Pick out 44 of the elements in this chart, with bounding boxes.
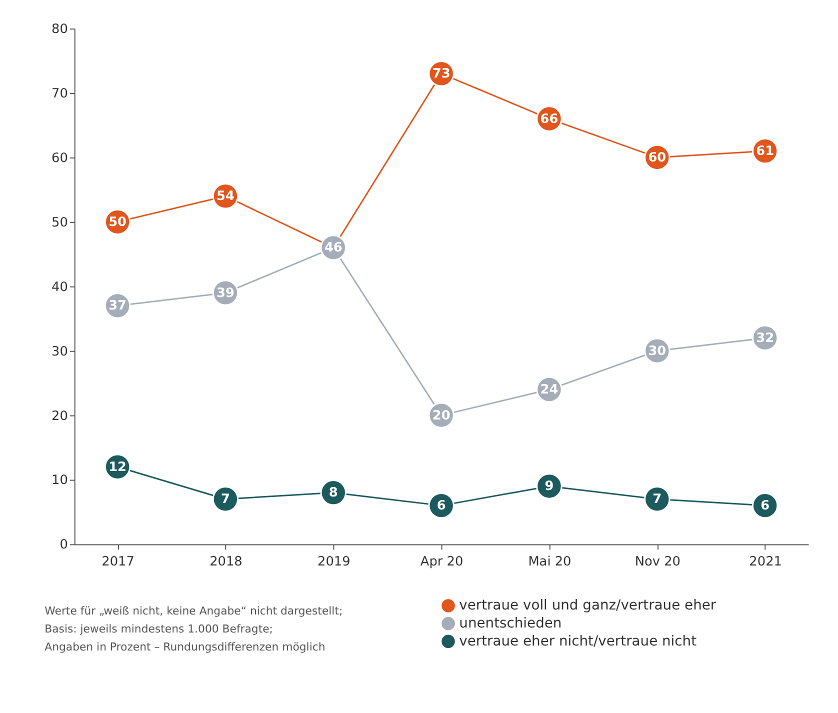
- data-label: 7: [220, 492, 230, 508]
- x-tick-label: 2017: [102, 554, 134, 570]
- y-tick-label: 50: [52, 215, 68, 230]
- data-label: 54: [216, 189, 234, 204]
- x-tick-label: Apr 20: [420, 554, 464, 570]
- data-label: 7: [652, 492, 662, 508]
- point: [644, 486, 670, 512]
- y-tick-label: 0: [60, 538, 68, 553]
- data-label: 60: [648, 150, 666, 166]
- y-tick-label: 80: [52, 22, 68, 37]
- x-tick-label: 2021: [749, 554, 782, 570]
- data-label: 37: [108, 298, 127, 314]
- y-tick-label: 40: [52, 280, 68, 295]
- y-tick-label: 20: [52, 408, 68, 424]
- x-tick-label: 2018: [210, 554, 242, 570]
- data-label: 73: [432, 66, 450, 82]
- legend-label: unentschieden: [459, 616, 562, 632]
- data-label: 24: [540, 382, 558, 398]
- legend-label: vertraue voll und ganz/vertraue eher: [459, 598, 716, 614]
- data-label: 32: [756, 330, 774, 346]
- data-label: 6: [760, 498, 770, 514]
- y-tick-label: 60: [52, 150, 68, 166]
- data-label: 12: [108, 460, 127, 475]
- data-label: 20: [432, 408, 450, 424]
- data-label: 9: [544, 479, 554, 494]
- data-label: 61: [756, 144, 774, 159]
- x-tick-label: Mai 20: [528, 554, 572, 570]
- legend-label: vertraue eher nicht/vertraue nicht: [459, 633, 698, 650]
- data-label: 46: [324, 240, 342, 256]
- y-tick-label: 10: [52, 473, 68, 488]
- x-tick-label: Nov 20: [634, 554, 680, 570]
- text: Basis: jeweils mindestens 1.000 Befragte;: [44, 622, 273, 636]
- data-label: 6: [436, 498, 446, 514]
- text: Werte für „weiß nicht, keine Angabe“ nicht dargestellt;: [44, 604, 343, 618]
- data-label: 50: [108, 214, 127, 230]
- data-label: 8: [328, 486, 338, 501]
- point: [212, 486, 239, 512]
- data-label: 66: [540, 112, 558, 127]
- y-tick-label: 70: [52, 86, 68, 102]
- data-label: 39: [216, 286, 234, 301]
- x-tick-label: 2019: [317, 554, 350, 570]
- text: Angaben in Prozent – Rundungsdifferenzen möglich: [44, 640, 326, 654]
- data-label: 30: [648, 344, 666, 359]
- y-tick-label: 30: [52, 344, 68, 360]
